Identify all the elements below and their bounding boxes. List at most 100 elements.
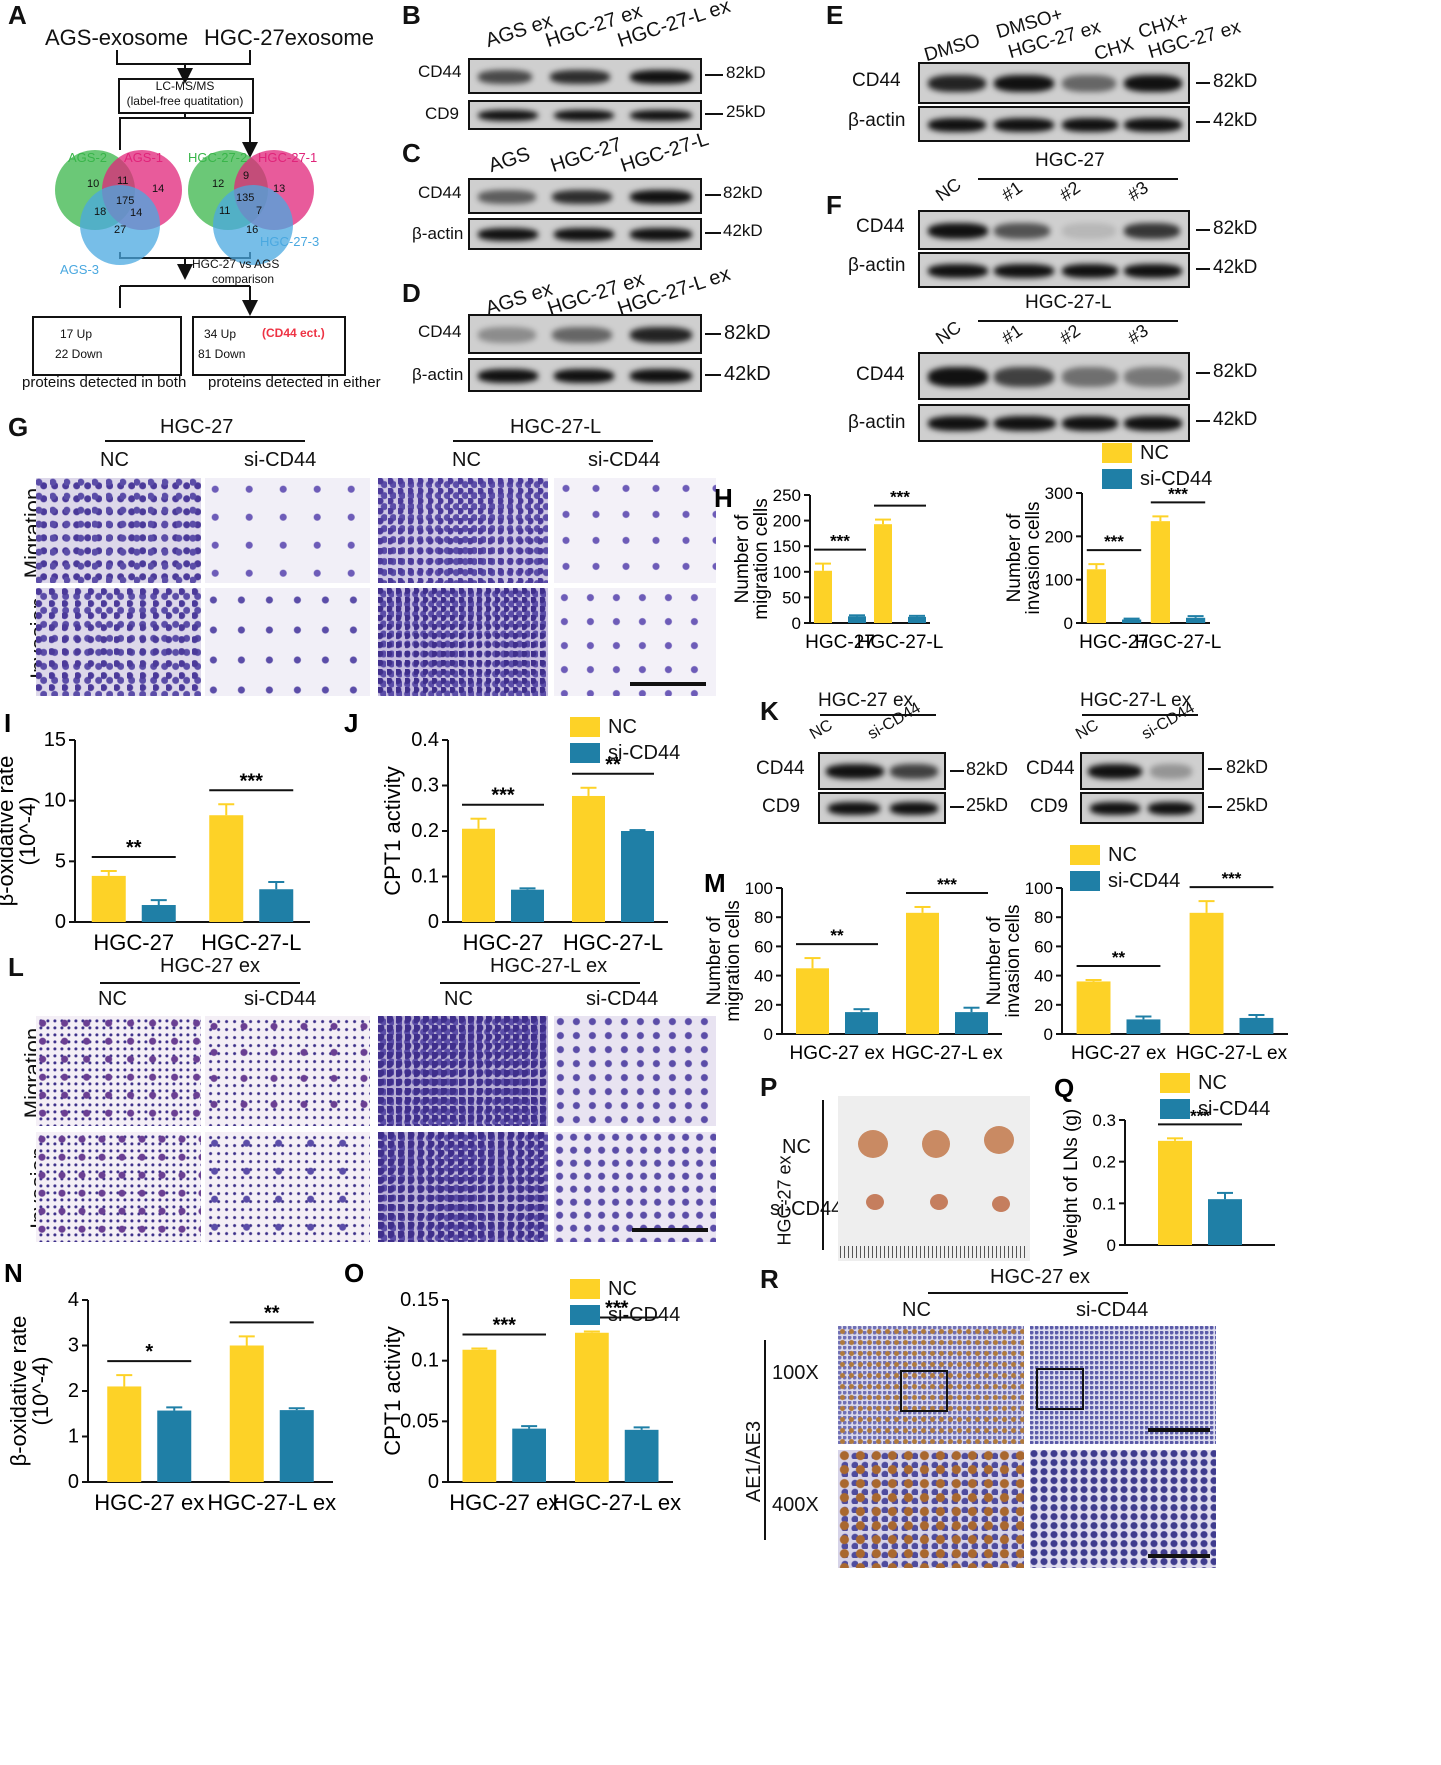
chart-legend: NC si-CD44: [570, 714, 680, 766]
significance-label: ***: [1168, 484, 1188, 503]
panel-label: N: [4, 1258, 23, 1288]
lane-label: NC: [1073, 716, 1102, 744]
category-label: HGC-27 ex: [449, 1490, 559, 1515]
panel-label: Q: [1054, 1073, 1074, 1103]
scale-bar: [630, 682, 706, 686]
legend-label: si-CD44: [1198, 1097, 1271, 1120]
ags-exosome-label: AGS-exosome: [45, 25, 189, 50]
western-blot-band: [468, 58, 702, 94]
band-size: 42kD: [1213, 409, 1258, 430]
bar: [141, 905, 176, 922]
micrograph: [378, 588, 548, 696]
blot-row-name: CD9: [762, 796, 801, 817]
bar: [1086, 569, 1106, 623]
y-axis-label: Weight of LNs (g): [1061, 1109, 1082, 1256]
blot-row-name: CD44: [856, 364, 905, 385]
significance-label: ***: [491, 785, 515, 807]
venn-count: 13: [273, 183, 286, 195]
significance-label: ***: [1104, 532, 1124, 551]
micrograph: [554, 588, 716, 696]
y-axis-label: Number ofmigration cells: [732, 498, 772, 619]
band-size: 82kD: [726, 63, 766, 82]
y-tick-label: 300: [1045, 484, 1073, 503]
column-label: NC: [452, 449, 481, 471]
lane-label: HGC-27-L: [617, 127, 712, 178]
y-tick-label: 2: [68, 1380, 79, 1402]
column-label: NC: [98, 988, 127, 1010]
legend-swatch: [1160, 1099, 1190, 1119]
lane-label: #1: [997, 320, 1026, 349]
legend-label: NC: [608, 715, 637, 738]
y-axis-label: CPT1 activity: [380, 766, 405, 896]
ihc-micrograph: [1030, 1450, 1216, 1568]
group-label: HGC-27-L: [1025, 292, 1112, 313]
bar: [157, 1410, 192, 1482]
magnification-label: 400X: [772, 1494, 819, 1516]
micrograph: [378, 1132, 548, 1242]
venn-count: 175: [116, 195, 135, 207]
band-size: 42kD: [1213, 110, 1258, 131]
western-blot-band: [468, 100, 702, 130]
blot-row-name: CD44: [856, 216, 905, 237]
blot-row-name: β-actin: [848, 412, 906, 433]
western-blot-band: [918, 62, 1190, 104]
category-label: HGC-27-L ex: [1176, 1043, 1288, 1064]
blot-row-name: CD44: [1026, 758, 1075, 779]
column-label: si-CD44: [586, 988, 659, 1010]
blot-row-name: CD44: [852, 70, 901, 91]
significance-label: ***: [605, 1298, 629, 1320]
bar: [814, 570, 832, 623]
y-tick-label: 0: [1064, 614, 1073, 633]
y-tick-label: 0.2: [1092, 1153, 1116, 1172]
y-tick-label: 80: [754, 908, 773, 927]
bar: [91, 875, 126, 922]
micrograph: [205, 1016, 370, 1126]
column-label: si-CD44: [588, 449, 661, 471]
legend-swatch: [570, 1305, 600, 1325]
venn-set-label: HGC-27-3: [260, 234, 320, 249]
bar: [572, 795, 605, 922]
venn-count: 16: [246, 224, 259, 236]
y-tick-label: 4: [68, 1289, 79, 1311]
blot-row-name: β-actin: [848, 110, 906, 131]
bar: [955, 1012, 988, 1034]
panel-label: R: [760, 1264, 779, 1294]
lymph-node-photo: [838, 1096, 1030, 1261]
group-label: HGC-27 ex: [818, 690, 914, 711]
y-tick-label: 3: [68, 1335, 79, 1357]
bar: [1076, 981, 1111, 1034]
legend-swatch: [1070, 845, 1100, 865]
group-label: HGC-27 ex: [160, 955, 261, 977]
y-tick-label: 150: [773, 537, 801, 556]
category-label: HGC-27: [1079, 632, 1149, 653]
lane-label: NC: [931, 316, 965, 349]
bar: [621, 831, 654, 922]
bar: [512, 1428, 546, 1482]
legend-swatch: [570, 717, 600, 737]
category-label: HGC-27: [93, 930, 174, 955]
column-label: si-CD44: [1076, 1299, 1149, 1321]
venn-count: 12: [212, 178, 225, 190]
chart-j: 0 0.1 0.2 0.3 0.4 CPT1 activity *** HGC-27 ** HGC…: [344, 708, 668, 955]
y-tick-label: 15: [44, 729, 66, 751]
right-up-count: 34 Up: [204, 327, 237, 341]
y-tick-label: 200: [773, 512, 801, 531]
western-blot-band: [918, 252, 1190, 288]
legend-label: si-CD44: [1108, 869, 1181, 892]
bar: [908, 616, 926, 623]
legend-label: NC: [1198, 1071, 1227, 1094]
bar: [462, 828, 495, 922]
bar: [107, 1386, 142, 1482]
row-label: si-CD44: [770, 1198, 843, 1220]
right-down-count: 81 Down: [198, 347, 246, 361]
category-label: HGC-27: [463, 930, 544, 955]
legend-swatch: [570, 743, 600, 763]
panel-a-diagram: [55, 50, 314, 376]
blot-row-name: CD9: [425, 104, 460, 123]
y-tick-label: 50: [782, 588, 801, 607]
legend-entry: NC: [570, 714, 680, 740]
bar: [796, 968, 829, 1034]
micrograph: [554, 478, 716, 583]
legend-label: si-CD44: [608, 1303, 681, 1326]
